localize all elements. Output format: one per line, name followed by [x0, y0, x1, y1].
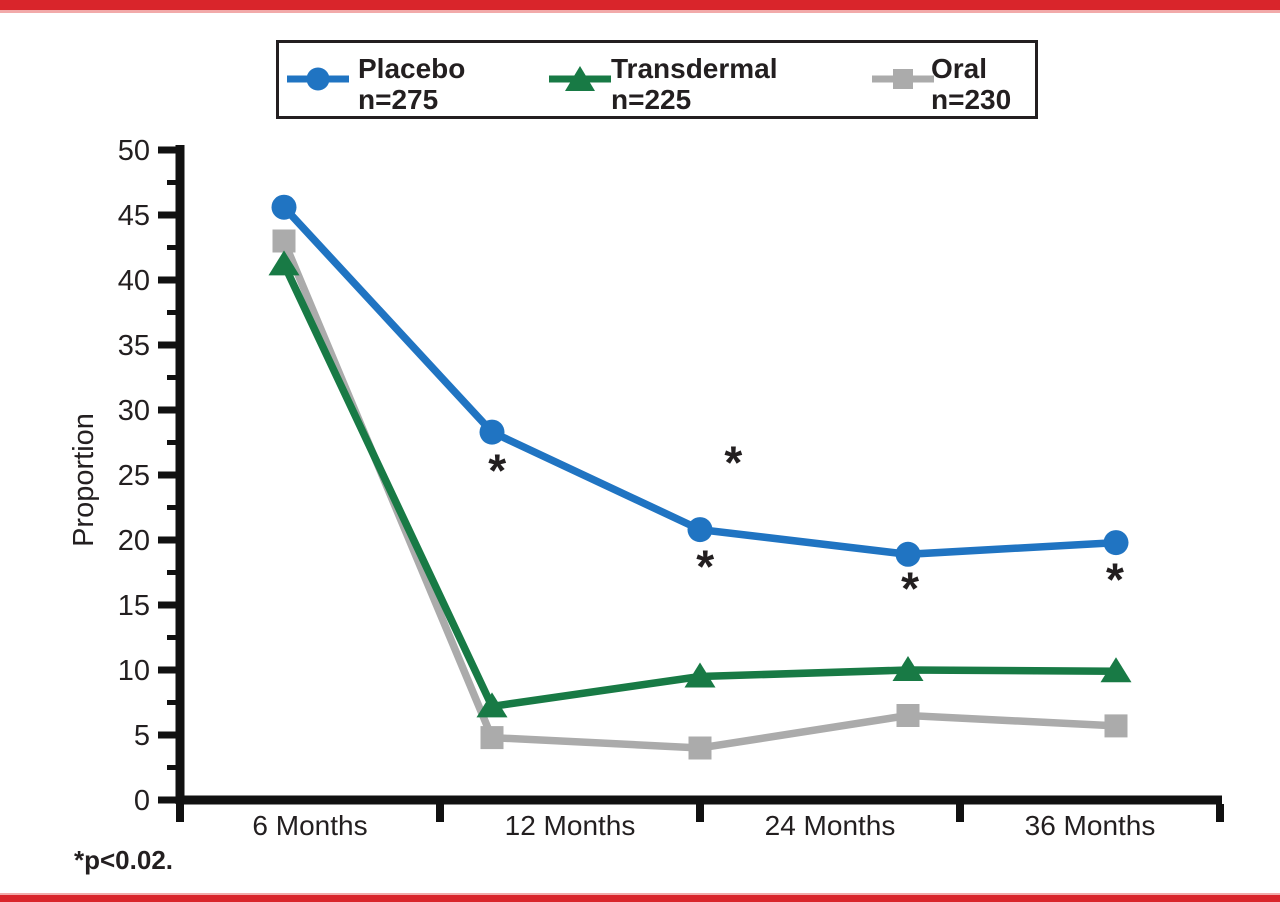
x-axis [176, 795, 1224, 822]
top-red-rule [0, 0, 1280, 10]
bottom-red-rule-shadow [0, 893, 1280, 895]
y-tick-label: 40 [118, 265, 150, 297]
series-line-transdermal [280, 262, 1117, 711]
significance-asterisks: * ** * * [488, 437, 1124, 615]
asterisk-marker: * [696, 541, 714, 593]
series-transdermal [268, 250, 1132, 718]
x-tick-label-36-months: 36 Months [1024, 810, 1156, 841]
data-point-oral-0 [272, 229, 296, 253]
data-point-transdermal-0 [268, 250, 300, 276]
data-point-placebo-2 [687, 517, 713, 543]
data-point-oral-4 [1104, 714, 1128, 738]
top-red-rule-shadow [0, 10, 1280, 13]
legend-n-placebo: n=275 [358, 84, 439, 115]
data-point-oral-1 [480, 726, 504, 750]
placebo-line-circle-icon [287, 67, 349, 91]
legend-entry-placebo: Placebo n=275 [286, 43, 566, 116]
legend-n-transdermal: n=225 [611, 84, 692, 115]
y-tick-label: 10 [118, 655, 150, 687]
series-line-placebo [281, 204, 1117, 559]
legend-label-placebo: Placebo [358, 53, 466, 84]
y-tick-label: 25 [118, 460, 150, 492]
x-tick-label-6-months: 6 Months [252, 810, 368, 841]
y-tick-label: 30 [118, 395, 150, 427]
data-point-oral-3 [896, 704, 920, 727]
y-tick-label: 5 [134, 720, 150, 752]
series-oral [272, 229, 1128, 760]
data-point-placebo-0 [271, 194, 297, 220]
data-point-transdermal-3 [892, 656, 924, 681]
data-point-transdermal-1 [476, 692, 508, 718]
asterisk-marker: * [724, 437, 742, 489]
x-tick-label-12-months: 12 Months [504, 810, 636, 841]
y-tick-label: 15 [118, 590, 150, 622]
y-tick-label: 50 [118, 135, 150, 167]
asterisk-marker: * [1106, 554, 1124, 606]
legend-n-oral: n=230 [931, 84, 1012, 115]
asterisk-marker: * [901, 563, 919, 615]
legend: Placebo n=275 Transdermal n=225 Oral n=2… [276, 40, 1038, 119]
legend-entry-transdermal: Transdermal n=225 [548, 43, 838, 116]
y-tick-label: 0 [134, 785, 150, 817]
legend-entry-oral: Oral n=230 [871, 43, 1041, 116]
significance-footnote: *p<0.02. [74, 845, 174, 875]
data-point-placebo-1 [479, 419, 505, 445]
bottom-red-rule [0, 895, 1280, 902]
transdermal-line-triangle-icon [549, 66, 611, 91]
series-placebo [271, 194, 1129, 567]
y-axis: 0 5 10 15 20 25 30 35 40 45 50 [118, 135, 185, 817]
data-point-transdermal-2 [684, 662, 716, 688]
legend-label-oral: Oral [931, 53, 988, 84]
oral-line-square-icon [872, 69, 934, 89]
legend-label-transdermal: Transdermal [611, 53, 778, 84]
y-tick-label: 20 [118, 525, 150, 557]
data-point-oral-2 [688, 736, 712, 760]
y-tick-label: 45 [118, 200, 150, 232]
data-point-placebo-4 [1103, 530, 1129, 556]
y-tick-label: 35 [118, 330, 150, 362]
data-point-transdermal-4 [1100, 657, 1132, 683]
y-axis-title: Proportion [68, 413, 100, 547]
x-tick-label-24-months: 24 Months [764, 810, 896, 841]
asterisk-marker: * [488, 444, 506, 496]
data-point-placebo-3 [895, 541, 921, 567]
